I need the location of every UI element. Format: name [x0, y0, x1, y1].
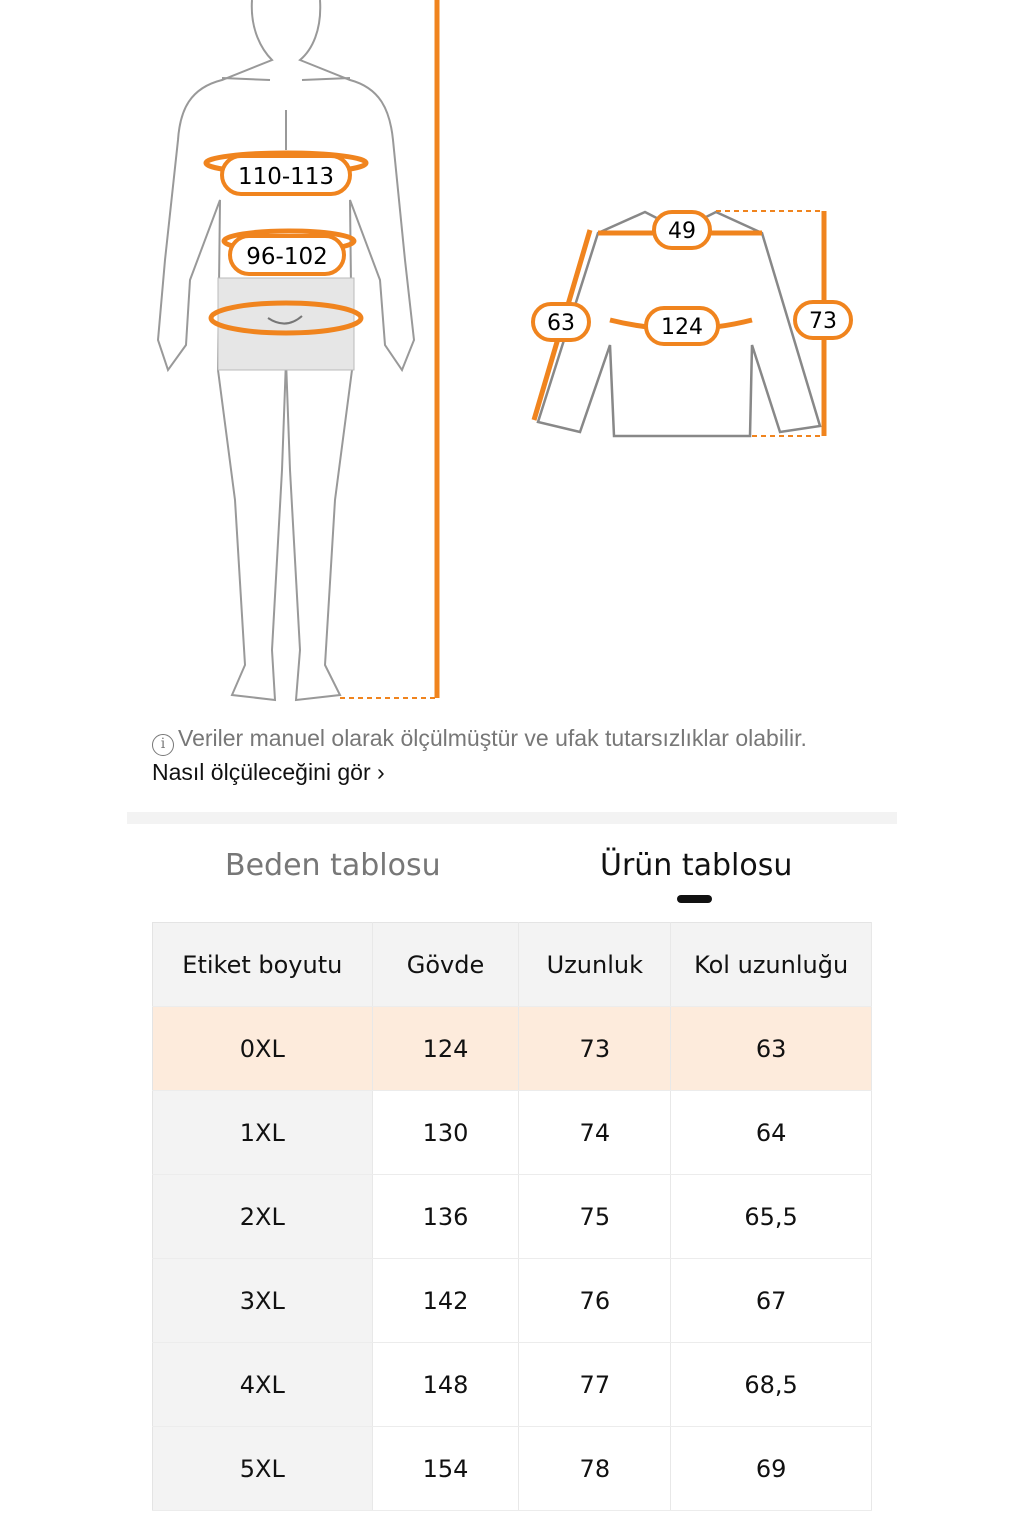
table-row: 5XL 154 78 69	[152, 1426, 872, 1511]
header-body: Gövde	[372, 922, 520, 1007]
shoulder-measure-label: 49	[652, 210, 712, 250]
table-cell: 74	[518, 1090, 672, 1175]
header-length: Uzunluk	[518, 922, 672, 1007]
body-measure-lines	[203, 0, 440, 698]
svg-text:124: 124	[661, 315, 703, 340]
table-cell: 75	[518, 1174, 672, 1259]
table-cell: 130	[372, 1090, 520, 1175]
table-row: 2XL 136 75 65,5	[152, 1174, 872, 1259]
table-cell: 77	[518, 1342, 672, 1427]
header-sleeve: Kol uzunluğu	[670, 922, 872, 1007]
chest-measure-label: 110-113	[220, 154, 352, 196]
size-table: Etiket boyutu Gövde Uzunluk Kol uzunluğu…	[152, 922, 872, 1511]
table-cell: 69	[670, 1426, 872, 1511]
table-cell: 124	[372, 1006, 520, 1091]
length-measure-label: 73	[793, 300, 853, 340]
table-cell: 64	[670, 1090, 872, 1175]
svg-text:63: 63	[547, 311, 575, 336]
measurement-note: i Veriler manuel olarak ölçülmüştür ve uf…	[152, 722, 852, 788]
waist-measure-label: 96-102	[228, 234, 346, 276]
table-cell: 1XL	[152, 1090, 373, 1175]
svg-text:110-113: 110-113	[238, 164, 334, 190]
sleeve-measure-label: 63	[531, 302, 591, 342]
section-divider	[127, 812, 897, 824]
info-icon: i	[152, 734, 174, 756]
table-cell: 63	[670, 1006, 872, 1091]
table-row: 0XL 124 73 63	[152, 1006, 872, 1091]
table-cell: 76	[518, 1258, 672, 1343]
table-cell: 5XL	[152, 1426, 373, 1511]
table-cell: 3XL	[152, 1258, 373, 1343]
header-label-size: Etiket boyutu	[152, 922, 373, 1007]
table-cell: 148	[372, 1342, 520, 1427]
note-text: Veriler manuel olarak ölçülmüştür ve ufa…	[178, 725, 807, 751]
svg-text:49: 49	[668, 219, 696, 244]
table-cell: 67	[670, 1258, 872, 1343]
tab-urun-tablosu[interactable]: Ürün tablosu	[600, 848, 793, 883]
chevron-right-icon: ›	[377, 759, 385, 785]
active-tab-indicator	[677, 895, 712, 903]
table-cell: 136	[372, 1174, 520, 1259]
svg-text:73: 73	[809, 309, 837, 334]
table-row: 4XL 148 77 68,5	[152, 1342, 872, 1427]
table-cell: 4XL	[152, 1342, 373, 1427]
table-row: 3XL 142 76 67	[152, 1258, 872, 1343]
table-cell: 142	[372, 1258, 520, 1343]
table-cell: 73	[518, 1006, 672, 1091]
how-to-measure-link[interactable]: Nasıl ölçüleceğini gör ›	[152, 759, 385, 785]
table-cell: 68,5	[670, 1342, 872, 1427]
chest-garment-measure-label: 124	[644, 306, 720, 346]
table-cell: 154	[372, 1426, 520, 1511]
table-cell: 2XL	[152, 1174, 373, 1259]
table-cell: 0XL	[152, 1006, 373, 1091]
table-cell: 65,5	[670, 1174, 872, 1259]
table-cell: 78	[518, 1426, 672, 1511]
tab-beden-tablosu[interactable]: Beden tablosu	[225, 848, 441, 883]
table-row: 1XL 130 74 64	[152, 1090, 872, 1175]
svg-text:96-102: 96-102	[246, 244, 327, 270]
size-illustration: 110-113 96-102 49 63 124 73	[156, 0, 853, 702]
table-header: Etiket boyutu Gövde Uzunluk Kol uzunluğu	[152, 922, 872, 1007]
